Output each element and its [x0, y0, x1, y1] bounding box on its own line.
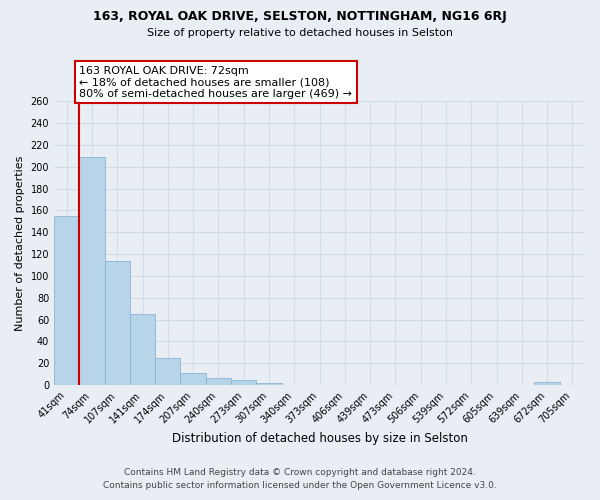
- Bar: [155, 358, 181, 385]
- Bar: [79, 157, 104, 385]
- Y-axis label: Number of detached properties: Number of detached properties: [15, 156, 25, 331]
- X-axis label: Distribution of detached houses by size in Selston: Distribution of detached houses by size …: [172, 432, 467, 445]
- Text: Contains HM Land Registry data © Crown copyright and database right 2024.
Contai: Contains HM Land Registry data © Crown c…: [103, 468, 497, 490]
- Text: 163 ROYAL OAK DRIVE: 72sqm
← 18% of detached houses are smaller (108)
80% of sem: 163 ROYAL OAK DRIVE: 72sqm ← 18% of deta…: [79, 66, 352, 99]
- Bar: [104, 260, 130, 385]
- Bar: [130, 314, 155, 385]
- Bar: [181, 373, 206, 385]
- Text: Size of property relative to detached houses in Selston: Size of property relative to detached ho…: [147, 28, 453, 38]
- Bar: [54, 216, 79, 385]
- Bar: [256, 383, 281, 385]
- Bar: [206, 378, 231, 385]
- Bar: [535, 382, 560, 385]
- Bar: [231, 380, 256, 385]
- Text: 163, ROYAL OAK DRIVE, SELSTON, NOTTINGHAM, NG16 6RJ: 163, ROYAL OAK DRIVE, SELSTON, NOTTINGHA…: [93, 10, 507, 23]
